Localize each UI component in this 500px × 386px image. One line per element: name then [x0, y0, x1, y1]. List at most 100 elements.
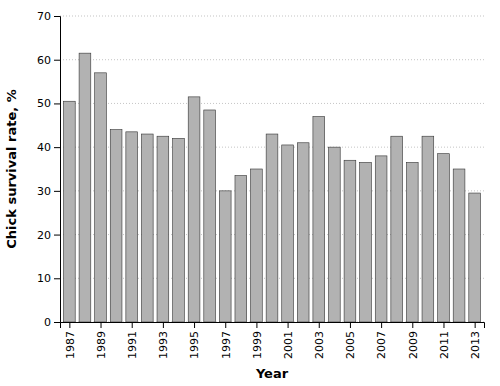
bar — [297, 143, 309, 322]
bar — [360, 162, 372, 322]
y-tick: 60 — [37, 54, 60, 67]
x-tick-mark — [381, 322, 382, 328]
y-tick-mark — [54, 60, 60, 61]
bar — [266, 134, 278, 322]
bar — [141, 134, 153, 322]
y-axis-line — [54, 17, 61, 323]
bar — [126, 132, 138, 322]
x-axis: 1987 1989 1991 1993 1995 1997 1999 2001 2003 2005… — [61, 322, 485, 359]
x-tick-mark — [350, 322, 351, 328]
bar — [251, 169, 263, 322]
chart: 1987198919911993199519971999200120032005… — [0, 0, 500, 386]
x-tick-mark — [225, 322, 226, 328]
x-tick: 1993 — [157, 322, 170, 359]
grid-line — [60, 16, 484, 17]
x-tick: 1995 — [188, 322, 201, 359]
bar — [313, 117, 325, 322]
bar — [95, 73, 107, 322]
x-tick-label: 1997 — [220, 331, 233, 359]
x-tick-label: 1999 — [251, 331, 264, 359]
y-tick-label: 50 — [37, 97, 51, 110]
bar — [79, 53, 91, 322]
x-tick-mark — [69, 322, 70, 328]
bar — [188, 97, 200, 322]
x-axis-title: Year — [255, 366, 289, 381]
y-tick: 20 — [37, 229, 60, 242]
bar — [329, 147, 341, 322]
x-tick-label: 1993 — [157, 331, 170, 359]
x-tick-mark — [319, 322, 320, 328]
x-tick: 2003 — [313, 322, 326, 359]
x-tick-label: 1989 — [95, 331, 108, 359]
x-tick-mark — [194, 322, 195, 328]
x-tick: 1987 — [64, 322, 77, 359]
y-tick-mark — [54, 16, 60, 17]
y-axis: 0 10 20 30 40 50 60 70 — [37, 10, 61, 329]
bar — [469, 193, 481, 322]
y-tick-mark — [54, 103, 60, 104]
x-tick-mark — [163, 322, 164, 328]
y-tick: 70 — [37, 10, 60, 23]
x-tick: 2007 — [375, 322, 388, 359]
y-tick-mark — [54, 278, 60, 279]
x-tick-label: 2005 — [344, 331, 357, 359]
x-tick-label: 2011 — [438, 331, 451, 359]
grid-line — [60, 103, 484, 104]
x-tick-label: 2013 — [469, 331, 482, 359]
x-tick: 1991 — [126, 322, 139, 359]
x-tick: 2001 — [282, 322, 295, 359]
y-tick: 30 — [37, 185, 60, 198]
y-axis-title: Chick survival rate, % — [4, 89, 19, 248]
y-tick-label: 0 — [44, 316, 51, 329]
y-tick-mark — [54, 147, 60, 148]
x-axis-line — [61, 323, 485, 329]
x-tick-label: 2007 — [375, 331, 388, 359]
y-tick-label: 10 — [37, 272, 51, 285]
x-tick: 1989 — [95, 322, 108, 359]
bar — [344, 160, 356, 322]
x-tick-label: 2001 — [282, 331, 295, 359]
y-tick: 50 — [37, 97, 60, 110]
x-tick: 2005 — [344, 322, 357, 359]
bar — [219, 191, 231, 322]
grid — [60, 16, 484, 322]
x-tick-label: 1995 — [188, 331, 201, 359]
x-tick: 1997 — [220, 322, 233, 359]
x-tick-mark — [475, 322, 476, 328]
bar — [173, 138, 185, 322]
x-tick-mark — [132, 322, 133, 328]
y-tick-mark — [54, 322, 60, 323]
x-tick-label: 1991 — [126, 331, 139, 359]
y-tick: 40 — [37, 141, 60, 154]
x-tick-mark — [288, 322, 289, 328]
bar — [391, 136, 403, 322]
bar — [204, 110, 216, 322]
x-tick-mark — [412, 322, 413, 328]
bar — [453, 169, 465, 322]
bar — [375, 156, 387, 322]
bar — [64, 101, 76, 322]
y-tick: 0 — [44, 316, 60, 329]
bar — [157, 136, 169, 322]
y-tick: 10 — [37, 272, 60, 285]
y-tick-label: 30 — [37, 185, 51, 198]
x-tick-mark — [256, 322, 257, 328]
y-tick-label: 60 — [37, 54, 51, 67]
bar — [110, 130, 122, 322]
bar — [438, 154, 450, 322]
grid-line — [60, 59, 484, 60]
bar — [235, 176, 247, 322]
x-tick: 2013 — [469, 322, 482, 359]
y-tick-label: 40 — [37, 141, 51, 154]
bar — [282, 145, 294, 322]
x-tick: 2009 — [407, 322, 420, 359]
y-tick-label: 70 — [37, 10, 51, 23]
x-tick-label: 1987 — [64, 331, 77, 359]
x-tick-mark — [443, 322, 444, 328]
x-tick-label: 2003 — [313, 331, 326, 359]
x-tick-label: 2009 — [407, 331, 420, 359]
bar — [406, 162, 418, 322]
plot-area — [64, 53, 481, 322]
x-tick-mark — [101, 322, 102, 328]
y-tick-mark — [54, 235, 60, 236]
